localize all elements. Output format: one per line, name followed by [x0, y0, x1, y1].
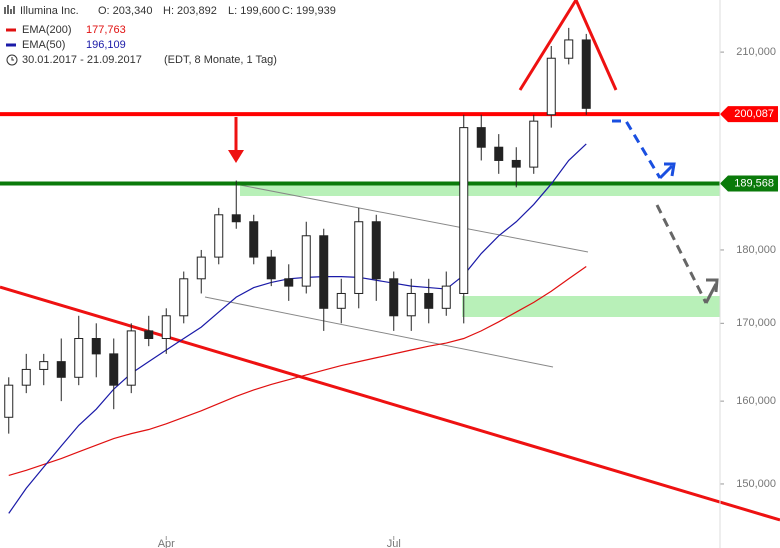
- channel-line: [204, 296, 554, 368]
- arrow-head: [706, 278, 719, 293]
- y-tick-label: 150,000: [736, 478, 776, 490]
- candle-body: [424, 292, 434, 309]
- candle-body: [441, 285, 451, 309]
- candle-body: [266, 256, 276, 280]
- levels: 200,087 189,568: [0, 106, 778, 192]
- projection: [612, 119, 662, 179]
- candle-body: [301, 235, 311, 287]
- candle-body: [21, 368, 31, 386]
- candle-body: [529, 120, 539, 168]
- candle-body: [354, 221, 364, 294]
- level-tag: [720, 175, 778, 192]
- support-zone: [462, 296, 720, 317]
- level-label: 200,087: [734, 108, 774, 120]
- candle-body: [476, 127, 486, 148]
- candle-body: [91, 338, 101, 355]
- candle-body: [249, 221, 259, 258]
- candle-body: [126, 330, 136, 386]
- arrow-head: [664, 162, 676, 177]
- header: Illumina Inc. O: 203,340 H: 203,892 L: 1…: [0, 0, 336, 70]
- candle-body: [371, 221, 381, 280]
- candle-body: [564, 39, 574, 59]
- projection: [655, 204, 708, 304]
- y-tick-label: 160,000: [736, 395, 776, 407]
- candle-body: [144, 330, 154, 340]
- candle-body: [406, 292, 416, 317]
- level-tag: [720, 106, 778, 123]
- candle-body: [4, 384, 14, 418]
- candle-body: [56, 361, 66, 378]
- channel-line: [239, 184, 589, 253]
- icon: [6, 54, 18, 66]
- icon: [4, 5, 15, 14]
- level-label: 189,568: [734, 177, 774, 189]
- candle-body: [161, 315, 171, 340]
- candle-body: [109, 353, 119, 386]
- quote-close: C: 199,939: [282, 5, 336, 17]
- candle-body: [581, 39, 591, 109]
- projection: [704, 283, 718, 304]
- y-tick-label: 180,000: [736, 244, 776, 256]
- legend-name: EMA(200): [22, 24, 72, 36]
- candle-body: [284, 278, 294, 287]
- candle-body: [179, 278, 189, 317]
- quote-open: O: 203,340: [98, 5, 152, 17]
- x-tick-label: Jul: [387, 538, 401, 548]
- top-pattern: [518, 0, 618, 91]
- y-tick-label: 210,000: [736, 46, 776, 58]
- period: 30.01.2017 - 21.09.2017: [22, 54, 142, 66]
- arrow-head: [228, 150, 244, 163]
- candle-body: [319, 235, 329, 309]
- candle-body: [231, 214, 241, 223]
- ema-line: [8, 265, 587, 477]
- header-bg: [0, 0, 300, 70]
- plot: [0, 184, 780, 522]
- support-zone: [240, 185, 720, 196]
- legend-value: 177,763: [86, 24, 126, 36]
- legend-name: EMA(50): [22, 39, 65, 51]
- trend-line: [0, 285, 780, 522]
- candle-body: [39, 361, 49, 370]
- x-tick-label: Apr: [158, 538, 175, 548]
- quote-low: L: 199,600: [228, 5, 280, 17]
- projection: [658, 164, 674, 180]
- candle-body: [336, 292, 346, 309]
- y-axis: 150,000 160,000 170,000 180,000 210,000 Apr Ju…: [158, 0, 776, 548]
- candle-body: [389, 278, 399, 317]
- icon: [11, 57, 14, 61]
- quote-high: H: 203,892: [163, 5, 217, 17]
- ema-line: [8, 143, 587, 514]
- candle-body: [459, 127, 469, 294]
- candle-body: [546, 57, 556, 116]
- legend-value: 196,109: [86, 39, 126, 51]
- period-note: (EDT, 8 Monate, 1 Tag): [164, 54, 277, 66]
- candle-body: [214, 214, 224, 258]
- marks: [4, 27, 591, 514]
- candle-body: [511, 159, 521, 168]
- title: Illumina Inc.: [20, 5, 79, 17]
- candle-body: [196, 256, 206, 280]
- annotations: [228, 0, 719, 304]
- candle-body: [494, 146, 504, 161]
- candle-body: [74, 338, 84, 378]
- y-tick-label: 170,000: [736, 317, 776, 329]
